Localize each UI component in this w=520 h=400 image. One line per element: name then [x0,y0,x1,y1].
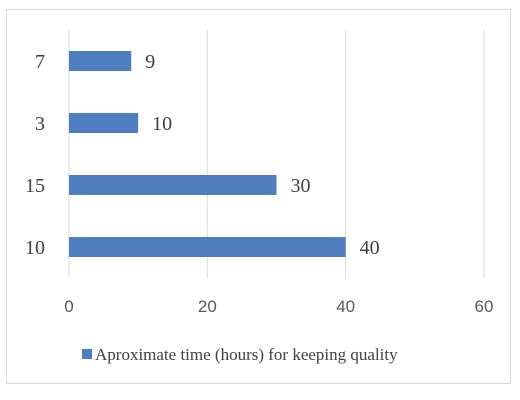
category-label: 10 [25,237,45,259]
data-label: 40 [360,237,380,259]
x-tick-label: 0 [64,297,73,316]
bar [69,237,346,257]
legend: Aproximate time (hours) for keeping qual… [82,345,398,364]
data-labels: 40 30 10 9 [145,51,379,259]
bar [69,51,132,71]
x-tick-label: 60 [475,297,494,316]
data-label: 10 [152,113,172,135]
legend-swatch [82,349,92,359]
bar-chart: 10 15 3 7 40 30 10 9 0 20 40 60 Aproximate time (… [25,30,493,364]
bar [69,113,139,133]
chart-container: 10 15 3 7 40 30 10 9 0 20 40 60 Aproximate time (… [6,9,511,384]
x-axis-ticks: 0 20 40 60 [64,297,493,316]
data-label: 30 [291,175,311,197]
category-label: 7 [35,51,45,73]
x-tick-label: 40 [336,297,355,316]
x-tick-label: 20 [198,297,217,316]
category-labels: 10 15 3 7 [25,51,45,259]
legend-label: Aproximate time (hours) for keeping qual… [95,345,398,364]
category-label: 3 [35,113,45,135]
category-label: 15 [25,175,45,197]
bars [69,51,346,257]
bar [69,175,277,195]
gridlines [68,30,485,278]
data-label: 9 [145,51,155,73]
